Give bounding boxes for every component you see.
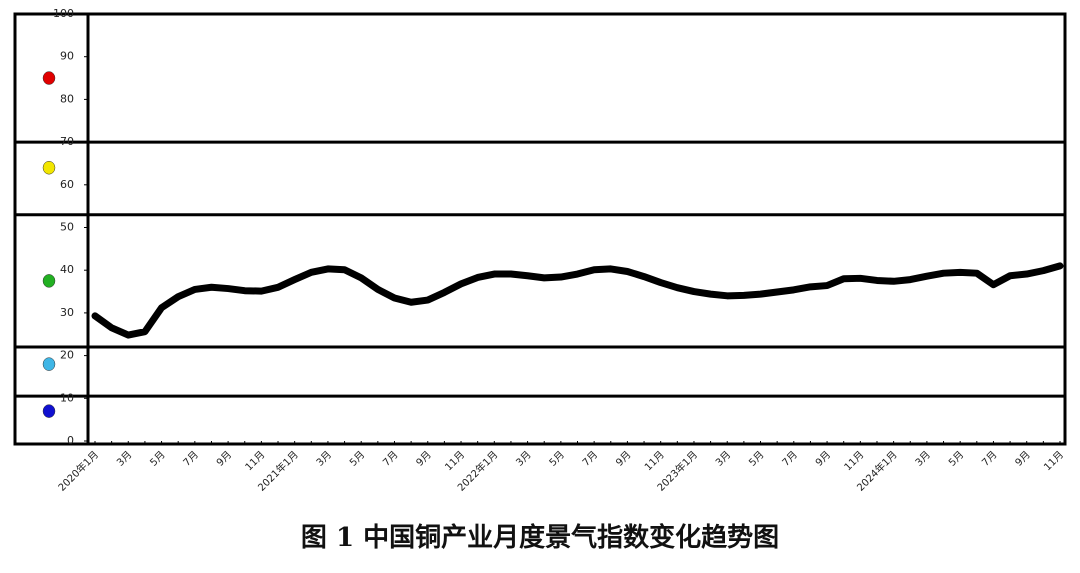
signal-dot — [42, 160, 56, 175]
x-tick-label: 5月 — [747, 449, 767, 469]
chart-title: 图 1 中国铜产业月度景气指数变化趋势图 — [301, 522, 779, 553]
signal-dot — [42, 357, 56, 371]
x-tick-label: 11月 — [642, 449, 667, 474]
y-tick-label: 60 — [60, 178, 74, 191]
x-tick-label: 11月 — [443, 449, 468, 474]
x-tick-label: 5月 — [347, 449, 367, 469]
x-tick-label: 9月 — [414, 449, 434, 469]
signal-dot — [42, 404, 56, 418]
x-tick-label: 9月 — [214, 449, 234, 469]
x-tick-label: 7月 — [181, 449, 201, 469]
frame — [13, 12, 1067, 446]
y-tick-label: 0 — [67, 434, 74, 447]
y-tick-label: 10 — [60, 391, 74, 404]
signal-dot — [42, 274, 56, 288]
x-tick-label: 3月 — [514, 449, 534, 469]
y-tick-label: 70 — [60, 135, 74, 148]
x-tick-label: 3月 — [314, 449, 334, 469]
x-tick-label: 7月 — [980, 449, 1000, 469]
x-tick-label: 3月 — [713, 449, 733, 469]
line-series — [91, 262, 1064, 339]
y-tick-label: 100 — [53, 7, 74, 20]
x-tick-label: 7月 — [381, 449, 401, 469]
x-tick-label: 9月 — [813, 449, 833, 469]
y-tick-label: 20 — [60, 349, 74, 362]
x-tick-label: 3月 — [114, 449, 134, 469]
x-tick-label: 3月 — [913, 449, 933, 469]
x-tick-label: 9月 — [613, 449, 633, 469]
x-tick-label: 11月 — [842, 449, 867, 474]
y-tick-label: 80 — [60, 92, 74, 105]
x-tick-label: 5月 — [946, 449, 966, 469]
x-tick-label: 2020年1月 — [55, 448, 101, 494]
x-tick-label: 11月 — [1042, 449, 1067, 474]
x-tick-label: 11月 — [243, 449, 268, 474]
y-tick-label: 50 — [60, 221, 74, 234]
x-tick-label: 5月 — [547, 449, 567, 469]
x-tick-label: 5月 — [148, 449, 168, 469]
x-tick-label: 7月 — [580, 449, 600, 469]
x-tick-label: 7月 — [780, 449, 800, 469]
y-tick-label: 30 — [60, 306, 74, 319]
y-tick-label: 40 — [60, 263, 74, 276]
y-tick-label: 90 — [60, 50, 74, 63]
x-tick-label: 9月 — [1013, 449, 1033, 469]
signal-dot — [42, 71, 56, 85]
